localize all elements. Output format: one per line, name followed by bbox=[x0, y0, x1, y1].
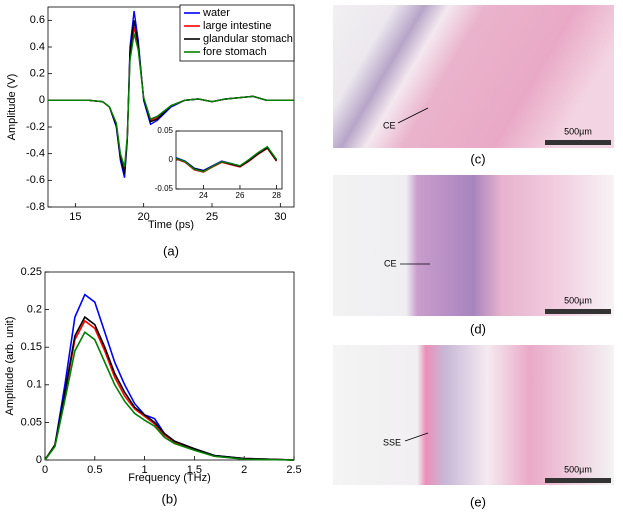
caption: (e) bbox=[470, 494, 486, 509]
y-tick-label: 0.6 bbox=[30, 14, 45, 26]
scale-bar-label: 500µm bbox=[564, 126, 592, 136]
x-tick-label: 1.5 bbox=[187, 464, 202, 476]
annotation: CE bbox=[384, 258, 397, 268]
histology-image bbox=[333, 345, 614, 485]
legend-label: water bbox=[202, 7, 230, 19]
arrow bbox=[397, 107, 429, 124]
scale-bar-label: 500µm bbox=[564, 464, 592, 474]
annotation: SSE bbox=[383, 437, 401, 447]
chart: 24 26 28 -0.05 0 0.05 bbox=[155, 126, 283, 200]
y-tick-label: 0.25 bbox=[21, 266, 42, 278]
series-line bbox=[44, 330, 295, 461]
y-tick-label: 0.05 bbox=[157, 126, 173, 135]
series-line bbox=[44, 315, 295, 461]
x-tick-label: 25 bbox=[206, 211, 218, 223]
plot-area bbox=[44, 271, 295, 461]
y-tick-label: -0.8 bbox=[26, 201, 45, 213]
y-tick-label: 0.1 bbox=[27, 379, 42, 391]
plot-area bbox=[175, 130, 283, 190]
x-tick-label: 2.5 bbox=[286, 464, 301, 476]
scale-bar bbox=[545, 478, 611, 483]
legend-label: large intestine bbox=[203, 20, 272, 32]
x-tick-label: 30 bbox=[274, 211, 286, 223]
y-tick-label: -0.05 bbox=[155, 184, 174, 193]
y-tick-label: 0 bbox=[39, 94, 45, 106]
x-tick-label: 28 bbox=[272, 191, 281, 200]
legend-label: glandular stomach bbox=[203, 33, 293, 45]
y-axis-label: Amplitude (arb. unit) bbox=[4, 316, 16, 415]
scale-bar bbox=[545, 309, 611, 314]
series-line bbox=[175, 145, 278, 173]
y-tick-label: -0.6 bbox=[26, 174, 45, 186]
annotation: CE bbox=[383, 120, 396, 130]
scale-bar-label: 500µm bbox=[564, 295, 592, 305]
histology-image bbox=[333, 175, 614, 316]
x-tick-label: 24 bbox=[199, 191, 208, 200]
y-tick-label: -0.4 bbox=[26, 148, 45, 160]
caption: (b) bbox=[162, 491, 178, 506]
y-tick-label: 0.2 bbox=[30, 68, 45, 80]
x-axis-label: Frequency (THz) bbox=[128, 472, 211, 484]
scale-bar bbox=[545, 140, 611, 145]
caption: (c) bbox=[470, 151, 485, 166]
panel-e: SSE 500µm (e) bbox=[333, 345, 614, 509]
y-tick-label: 0.2 bbox=[27, 304, 42, 316]
y-tick-label: 0.4 bbox=[30, 41, 45, 53]
x-tick-label: 2 bbox=[241, 464, 247, 476]
y-axis-label: Amplitude (V) bbox=[6, 74, 18, 141]
x-tick-label: 26 bbox=[236, 191, 245, 200]
arrow bbox=[404, 432, 429, 442]
y-tick-label: 0 bbox=[169, 155, 174, 164]
y-tick-label: -0.2 bbox=[26, 121, 45, 133]
panel-d: CE 500µm (d) bbox=[333, 175, 614, 336]
x-tick-label: 15 bbox=[69, 211, 81, 223]
legend-label: fore stomach bbox=[203, 46, 267, 58]
x-tick-label: 0.5 bbox=[87, 464, 102, 476]
x-tick-label: 20 bbox=[138, 211, 150, 223]
histology-image bbox=[333, 5, 614, 148]
y-tick-label: 0.05 bbox=[21, 416, 42, 428]
y-tick-label: 0 bbox=[36, 454, 42, 466]
series-line bbox=[48, 33, 294, 168]
x-tick-label: 1 bbox=[142, 464, 148, 476]
caption: (a) bbox=[163, 243, 179, 258]
panel-c: CE 500µm (c) bbox=[333, 5, 614, 166]
caption: (d) bbox=[470, 321, 486, 336]
x-axis-label: Time (ps) bbox=[148, 219, 194, 231]
chart: 0 0.5 1 1.5 2 2.5 0 0.05 0.1 0.15 0.2 0.25 Frequency… bbox=[4, 266, 302, 507]
x-tick-label: 0 bbox=[42, 464, 48, 476]
y-tick-label: 0.15 bbox=[21, 341, 42, 353]
